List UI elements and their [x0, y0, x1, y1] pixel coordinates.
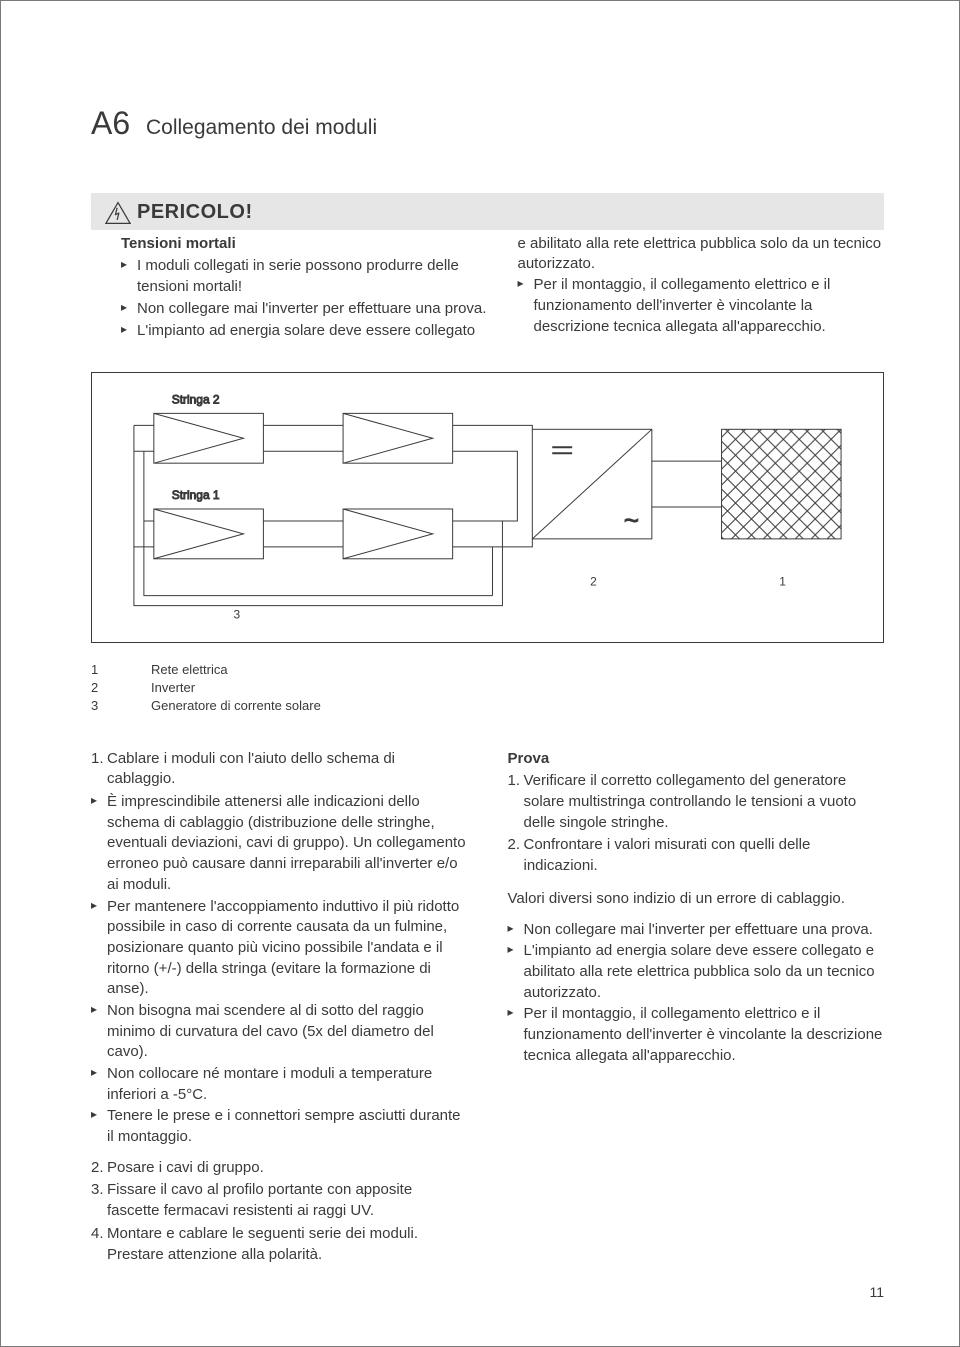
- danger-icon: [105, 201, 131, 225]
- page-number: 11: [869, 1283, 884, 1302]
- section-title-text: Collegamento dei moduli: [146, 116, 377, 139]
- warning-body: Tensioni mortali I moduli collegati in s…: [91, 234, 884, 348]
- legend-label: Rete elettrica: [151, 661, 228, 679]
- bullet-item: Non bisogna mai scendere al di sotto del…: [91, 1001, 468, 1063]
- diagram-legend: 1 Rete elettrica 2 Inverter 3 Generatore…: [91, 661, 884, 715]
- legend-num: 2: [91, 679, 151, 697]
- legend-row: 2 Inverter: [91, 679, 884, 697]
- step-item: Fissare il cavo al profilo portante con …: [91, 1180, 468, 1221]
- bullet-item: L'impianto ad energia solare deve essere…: [508, 941, 885, 1003]
- warning-left-list: I moduli collegati in serie possono prod…: [121, 256, 488, 341]
- bullet-item: Per mantenere l'accoppiamento induttivo …: [91, 897, 468, 1000]
- diagram-callout-3: 3: [234, 608, 241, 621]
- bullet-item: Non collegare mai l'inverter per effettu…: [508, 920, 885, 941]
- warning-box: PERICOLO!: [91, 193, 884, 230]
- right-bullets: Non collegare mai l'inverter per effettu…: [508, 920, 885, 1067]
- diagram-callout-1: 1: [779, 575, 786, 589]
- legend-num: 3: [91, 697, 151, 715]
- prova-para: Valori diversi sono indizio di un errore…: [508, 889, 885, 910]
- diagram-callout-2: 2: [590, 575, 597, 589]
- warning-subtitle: Tensioni mortali: [121, 234, 488, 255]
- left-steps: Cablare i moduli con l'aiuto dello schem…: [91, 749, 468, 790]
- right-column: Prova Verificare il corretto collegament…: [508, 749, 885, 1268]
- warning-right-column: e abilitato alla rete elettrica pubblica…: [518, 234, 885, 342]
- warning-right-list: Per il montaggio, il collegamento elettr…: [518, 275, 885, 337]
- section-number: A6: [91, 105, 130, 141]
- legend-label: Inverter: [151, 679, 195, 697]
- warning-right-intro: e abilitato alla rete elettrica pubblica…: [518, 234, 885, 275]
- step-item: Montare e cablare le seguenti serie dei …: [91, 1224, 468, 1265]
- bullet-item: Non collocare né montare i moduli a temp…: [91, 1064, 468, 1105]
- legend-num: 1: [91, 661, 151, 679]
- bullet-item: È imprescindibile attenersi alle indicaz…: [91, 792, 468, 895]
- warning-title: PERICOLO!: [137, 199, 253, 227]
- step-item: Confrontare i valori misurati con quelli…: [508, 835, 885, 876]
- warning-header: PERICOLO!: [91, 193, 884, 230]
- diagram-label-string1: Stringa 1: [172, 488, 220, 502]
- legend-row: 3 Generatore di corrente solare: [91, 697, 884, 715]
- left-steps-cont: Posare i cavi di gruppo. Fissare il cavo…: [91, 1158, 468, 1265]
- prova-heading: Prova: [508, 749, 885, 770]
- warning-left-column: Tensioni mortali I moduli collegati in s…: [121, 234, 488, 342]
- warning-bullet: Non collegare mai l'inverter per effettu…: [121, 299, 488, 320]
- svg-text:~: ~: [624, 507, 639, 535]
- bullet-item: Tenere le prese e i connettori sempre as…: [91, 1106, 468, 1147]
- step-item: Verificare il corretto collegamento del …: [508, 771, 885, 833]
- bullet-item: Per il montaggio, il collegamento elettr…: [508, 1004, 885, 1066]
- instructions-columns: Cablare i moduli con l'aiuto dello schem…: [91, 749, 884, 1268]
- wiring-diagram: Stringa 2 Stringa 1: [91, 372, 884, 643]
- warning-bullet: I moduli collegati in serie possono prod…: [121, 256, 488, 297]
- legend-label: Generatore di corrente solare: [151, 697, 321, 715]
- warning-bullet: L'impianto ad energia solare deve essere…: [121, 321, 488, 342]
- legend-row: 1 Rete elettrica: [91, 661, 884, 679]
- wiring-diagram-svg: Stringa 2 Stringa 1: [114, 391, 861, 621]
- step-item: Cablare i moduli con l'aiuto dello schem…: [91, 749, 468, 790]
- step1-bullets: È imprescindibile attenersi alle indicaz…: [91, 792, 468, 1148]
- step-item: Posare i cavi di gruppo.: [91, 1158, 468, 1179]
- warning-bullet: Per il montaggio, il collegamento elettr…: [518, 275, 885, 337]
- page-title: A6 Collegamento dei moduli: [91, 101, 884, 145]
- diagram-label-string2: Stringa 2: [172, 393, 220, 407]
- right-steps: Verificare il corretto collegamento del …: [508, 771, 885, 876]
- left-column: Cablare i moduli con l'aiuto dello schem…: [91, 749, 468, 1268]
